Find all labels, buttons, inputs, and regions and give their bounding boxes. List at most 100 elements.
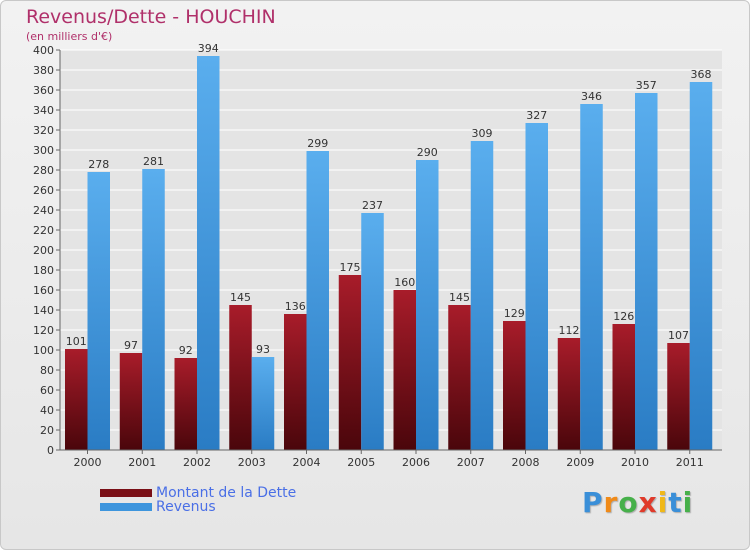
bar-dette bbox=[448, 305, 471, 450]
logo-letter: x bbox=[638, 486, 658, 519]
logo-letter: r bbox=[603, 486, 619, 519]
data-labels: 101 278 97 281 92 394 145 93 136 299 175 237 160 290 1… bbox=[66, 42, 712, 357]
bar-dette bbox=[65, 349, 88, 450]
y-tick-label: 140 bbox=[33, 304, 54, 317]
legend: Montant de la Dette Revenus bbox=[100, 485, 297, 515]
data-label: 299 bbox=[307, 137, 328, 150]
data-label: 309 bbox=[472, 127, 493, 140]
bar-revenus bbox=[306, 151, 329, 450]
data-label: 368 bbox=[691, 68, 712, 81]
y-tick-label: 260 bbox=[33, 184, 54, 197]
y-tick-label: 360 bbox=[33, 84, 54, 97]
x-tick-label: 2010 bbox=[621, 456, 649, 469]
data-label: 327 bbox=[526, 109, 547, 122]
x-tick-label: 2003 bbox=[238, 456, 266, 469]
x-tick-label: 2002 bbox=[183, 456, 211, 469]
data-label: 136 bbox=[285, 300, 306, 313]
x-tick-label: 2004 bbox=[293, 456, 321, 469]
data-label: 346 bbox=[581, 90, 602, 103]
data-label: 92 bbox=[179, 344, 193, 357]
x-tick-label: 2000 bbox=[74, 456, 102, 469]
bar-revenus bbox=[525, 123, 548, 450]
legend-swatch-dette bbox=[100, 489, 152, 497]
data-label: 129 bbox=[504, 307, 525, 320]
x-tick-label: 2008 bbox=[512, 456, 540, 469]
bar-revenus bbox=[142, 169, 165, 450]
bar-revenus bbox=[635, 93, 658, 450]
bar-dette bbox=[557, 338, 581, 450]
data-label: 160 bbox=[394, 276, 415, 289]
data-label: 281 bbox=[143, 155, 164, 168]
y-tick-label: 300 bbox=[33, 144, 54, 157]
bar-revenus bbox=[416, 160, 439, 450]
y-tick-label: 240 bbox=[33, 204, 54, 217]
data-label: 126 bbox=[613, 310, 634, 323]
y-tick-label: 100 bbox=[33, 344, 54, 357]
y-tick-label: 340 bbox=[33, 104, 54, 117]
data-label: 107 bbox=[668, 329, 689, 342]
x-tick-label: 2007 bbox=[457, 456, 485, 469]
bar-dette bbox=[174, 358, 197, 450]
y-tick-label: 20 bbox=[40, 424, 54, 437]
data-label: 93 bbox=[256, 343, 270, 356]
bars bbox=[65, 56, 713, 450]
bar-dette bbox=[667, 343, 690, 450]
x-tick-label: 2009 bbox=[566, 456, 594, 469]
x-tick-label: 2011 bbox=[676, 456, 704, 469]
axes: 0 20 40 60 80 100 120 140 160 180 200 220 240 260 280 3… bbox=[33, 44, 722, 469]
bar-dette bbox=[612, 324, 635, 450]
bar-dette bbox=[119, 353, 143, 450]
bar-revenus bbox=[361, 213, 384, 450]
x-tick-label: 2006 bbox=[402, 456, 430, 469]
logo-letter: i bbox=[682, 486, 694, 519]
data-label: 112 bbox=[559, 324, 580, 337]
y-tick-label: 60 bbox=[40, 384, 54, 397]
y-tick-label: 80 bbox=[40, 364, 54, 377]
legend-swatch-revenus bbox=[100, 503, 152, 511]
data-label: 97 bbox=[124, 339, 138, 352]
data-label: 278 bbox=[88, 158, 109, 171]
bar-dette bbox=[393, 290, 416, 450]
y-tick-label: 320 bbox=[33, 124, 54, 137]
data-label: 237 bbox=[362, 199, 383, 212]
x-tick-label: 2005 bbox=[347, 456, 375, 469]
bar-revenus bbox=[580, 104, 603, 450]
y-tick-label: 0 bbox=[47, 444, 54, 457]
data-label: 290 bbox=[417, 146, 438, 159]
chart-subtitle: (en milliers d'€) bbox=[26, 30, 113, 43]
bar-revenus bbox=[87, 172, 110, 450]
bar-revenus bbox=[470, 141, 494, 450]
data-label: 145 bbox=[230, 291, 251, 304]
legend-label-dette: Montant de la Dette bbox=[156, 485, 297, 501]
bar-revenus bbox=[251, 357, 275, 450]
logo-letter: t bbox=[668, 486, 683, 519]
data-label: 357 bbox=[636, 79, 657, 92]
y-tick-label: 400 bbox=[33, 44, 54, 57]
y-tick-label: 220 bbox=[33, 224, 54, 237]
y-tick-label: 200 bbox=[33, 244, 54, 257]
data-label: 175 bbox=[340, 261, 361, 274]
y-tick-label: 160 bbox=[33, 284, 54, 297]
bar-revenus bbox=[689, 82, 713, 450]
bar-dette bbox=[229, 305, 252, 450]
legend-item-dette: Montant de la Dette bbox=[100, 485, 297, 501]
y-tick-label: 120 bbox=[33, 324, 54, 337]
legend-label-revenus: Revenus bbox=[156, 499, 216, 515]
data-label: 145 bbox=[449, 291, 470, 304]
bar-dette bbox=[284, 314, 307, 450]
logo-letter: o bbox=[618, 486, 639, 519]
x-tick-label: 2001 bbox=[128, 456, 156, 469]
bar-dette bbox=[503, 321, 526, 450]
bar-dette bbox=[338, 275, 362, 450]
legend-item-revenus: Revenus bbox=[100, 499, 296, 515]
proxiti-logo: Proxiti bbox=[582, 486, 693, 519]
y-tick-label: 280 bbox=[33, 164, 54, 177]
chart-title: Revenus/Dette - HOUCHIN bbox=[26, 6, 276, 28]
data-label: 394 bbox=[198, 42, 219, 55]
data-label: 101 bbox=[66, 335, 87, 348]
y-tick-label: 380 bbox=[33, 64, 54, 77]
logo-letter: P bbox=[582, 486, 604, 519]
y-tick-label: 40 bbox=[40, 404, 54, 417]
logo-letter: i bbox=[657, 486, 669, 519]
